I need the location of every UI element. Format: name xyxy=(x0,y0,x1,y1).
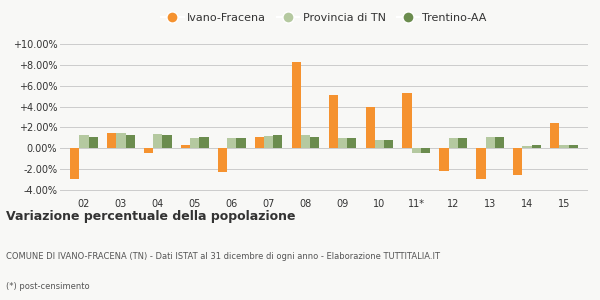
Bar xyxy=(569,145,578,148)
Text: (*) post-censimento: (*) post-censimento xyxy=(6,282,89,291)
Bar xyxy=(439,148,449,171)
Bar xyxy=(255,137,264,148)
Bar xyxy=(236,138,245,148)
Bar xyxy=(485,137,495,148)
Bar xyxy=(559,145,569,148)
Bar xyxy=(329,95,338,148)
Bar xyxy=(412,148,421,153)
Bar xyxy=(347,138,356,148)
Bar xyxy=(190,138,199,148)
Bar xyxy=(107,133,116,148)
Bar xyxy=(181,145,190,148)
Bar xyxy=(163,135,172,148)
Legend: Ivano-Fracena, Provincia di TN, Trentino-AA: Ivano-Fracena, Provincia di TN, Trentino… xyxy=(157,8,491,27)
Bar xyxy=(365,106,375,148)
Bar xyxy=(550,123,559,148)
Bar xyxy=(273,135,283,148)
Bar xyxy=(476,148,485,179)
Text: COMUNE DI IVANO-FRACENA (TN) - Dati ISTAT al 31 dicembre di ogni anno - Elaboraz: COMUNE DI IVANO-FRACENA (TN) - Dati ISTA… xyxy=(6,252,440,261)
Bar xyxy=(449,138,458,148)
Bar xyxy=(199,137,209,148)
Bar xyxy=(292,62,301,148)
Bar xyxy=(495,137,504,148)
Bar xyxy=(384,140,393,148)
Bar xyxy=(403,93,412,148)
Bar xyxy=(70,148,79,179)
Bar xyxy=(458,138,467,148)
Bar xyxy=(513,148,523,175)
Bar xyxy=(227,138,236,148)
Bar xyxy=(338,138,347,148)
Bar xyxy=(218,148,227,172)
Bar xyxy=(310,137,319,148)
Bar xyxy=(144,148,153,153)
Bar xyxy=(79,135,89,148)
Bar xyxy=(125,135,135,148)
Text: Variazione percentuale della popolazione: Variazione percentuale della popolazione xyxy=(6,210,296,223)
Bar xyxy=(89,137,98,148)
Bar xyxy=(421,148,430,153)
Bar xyxy=(264,136,273,148)
Bar xyxy=(523,146,532,148)
Bar xyxy=(375,140,384,148)
Bar xyxy=(153,134,163,148)
Bar xyxy=(301,135,310,148)
Bar xyxy=(532,145,541,148)
Bar xyxy=(116,133,125,148)
